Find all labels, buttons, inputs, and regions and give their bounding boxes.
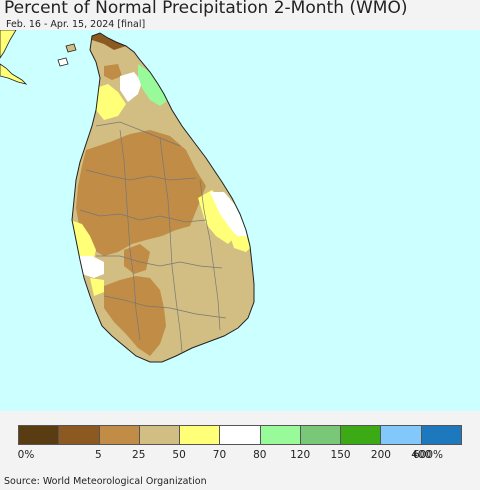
- district-boundaries: [79, 121, 227, 353]
- legend-tick-2: 25: [132, 449, 146, 461]
- region-70-80-east2: [230, 236, 252, 252]
- region-70-80-west: [72, 220, 96, 266]
- legend-tick-8: 200: [370, 449, 391, 461]
- legend-tick-7: 150: [330, 449, 351, 461]
- legend: 0% 5 25 50 70 80 120 150 200 400 600%: [0, 411, 480, 469]
- legend-swatch-10: [421, 426, 461, 444]
- india-coast-topleft: [0, 30, 17, 59]
- legend-swatch-6: [260, 426, 301, 444]
- legend-tick-0: 0%: [17, 449, 35, 461]
- legend-tick-6: 120: [290, 449, 311, 461]
- region-25-50-south: [104, 276, 166, 356]
- island-north-2: [57, 57, 69, 67]
- region-70-80-north: [96, 84, 126, 120]
- legend-tick-9: 400: [411, 449, 432, 461]
- map-subtitle: Feb. 16 - Apr. 15, 2024 [final]: [6, 19, 146, 30]
- region-120-150-northeast: [138, 64, 168, 106]
- legend-swatch-5: [220, 426, 261, 444]
- legend-color-bar: [18, 425, 462, 445]
- legend-swatch-7: [300, 426, 342, 444]
- region-70-80-east: [198, 190, 236, 244]
- region-80-120-north: [120, 72, 142, 102]
- legend-swatch-1: [59, 426, 100, 444]
- legend-tick-3: 50: [172, 449, 186, 461]
- legend-tick-5: 80: [253, 449, 267, 461]
- island-north-1: [65, 43, 77, 53]
- legend-swatch-2: [99, 426, 140, 444]
- precipitation-map: [0, 30, 480, 411]
- region-80-120-east: [210, 192, 248, 240]
- legend-tick-4: 70: [212, 449, 227, 461]
- region-70-80-west2: [90, 278, 104, 296]
- region-25-50-north: [104, 64, 122, 80]
- sri-lanka-coastline: [71, 32, 255, 363]
- region-25-50-central: [76, 130, 206, 256]
- source-credit: Source: World Meteorological Organizatio…: [4, 476, 207, 487]
- legend-swatch-9: [381, 426, 422, 444]
- legend-swatch-3: [139, 426, 181, 444]
- legend-swatch-8: [341, 426, 382, 444]
- legend-swatch-4: [180, 426, 221, 444]
- map-title: Percent of Normal Precipitation 2-Month …: [4, 0, 408, 18]
- map-canvas: [0, 30, 255, 363]
- legend-swatch-0: [19, 426, 60, 444]
- legend-tick-1: 5: [95, 449, 102, 461]
- legend-tick-10: 600%: [412, 449, 444, 461]
- india-coast-left: [0, 63, 28, 85]
